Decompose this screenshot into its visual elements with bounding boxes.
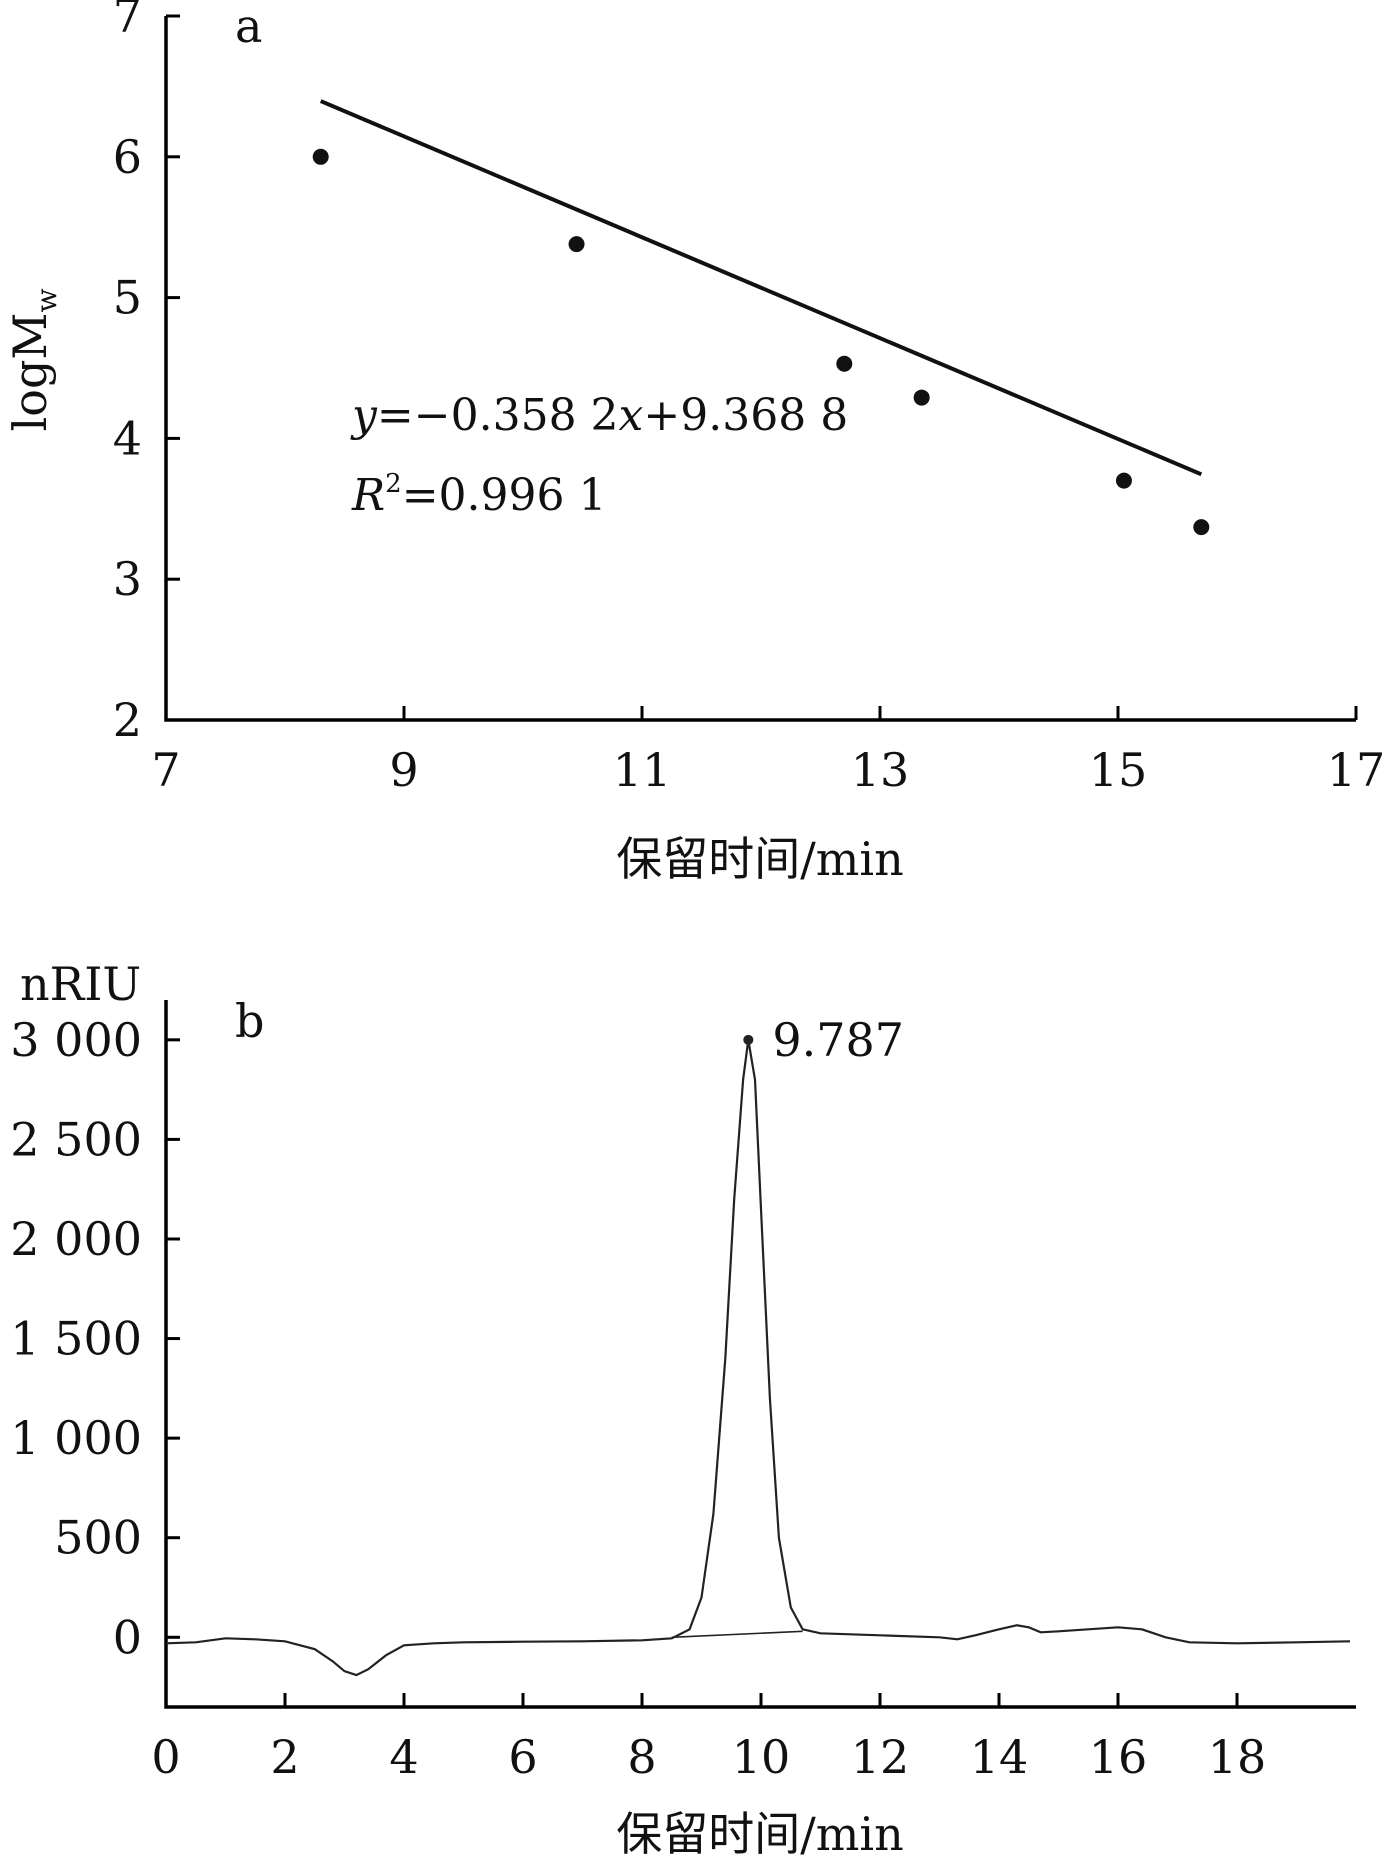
- panel-b-axis-frame: [164, 1000, 1356, 1709]
- panel-b-peak-marker: [743, 1034, 754, 1045]
- panel-a-y-tick-label: 7: [113, 0, 142, 43]
- panel-b-signal-trace: [165, 1039, 1351, 1677]
- panel-a-x-tick-label: 15: [1089, 743, 1148, 797]
- panel-b-x-tick-label: 4: [389, 1730, 418, 1784]
- panel-a-y-tick-label: 4: [113, 411, 142, 465]
- panel-a-data-point: [312, 148, 329, 165]
- panel-a-data-points: [312, 148, 1210, 536]
- panel-a-axis-frame: [164, 16, 1356, 722]
- panel-a-data-point: [568, 236, 585, 253]
- panel-a-x-tick-label: 11: [613, 743, 672, 797]
- panel-b-y-tick-label: 2 000: [10, 1212, 142, 1266]
- panel-a-y-tick-label: 2: [113, 693, 142, 747]
- panel-b-x-axis-title: 保留时间/min: [616, 1807, 903, 1857]
- panel-b-axes: [164, 1000, 1356, 1709]
- panel-a-x-axis-title: 保留时间/min: [616, 832, 903, 886]
- panel-b-unit-label: nRIU: [20, 957, 141, 1011]
- panel-a-r-squared: R2=0.996 1: [351, 469, 607, 521]
- panel-a-y-ticks: 2 3 4 5 6 7: [113, 0, 180, 747]
- panel-b-y-tick-label: 3 000: [10, 1013, 142, 1067]
- panel-a-y-tick-label: 6: [113, 130, 142, 184]
- panel-a-x-tick-label: 7: [151, 743, 180, 797]
- panel-b-peak-baseline: [671, 1630, 803, 1639]
- panel-a-data-point: [836, 355, 853, 372]
- panel-b-peak-label: 9.787: [772, 1013, 904, 1067]
- panel-b-x-tick-label: 10: [732, 1730, 791, 1784]
- panel-a-axes: [164, 16, 1356, 722]
- panel-b-x-tick-label: 6: [508, 1730, 537, 1784]
- panel-a-x-tick-label: 17: [1327, 743, 1386, 797]
- panel-b-x-tick-label: 16: [1089, 1730, 1148, 1784]
- panel-a-y-tick-label: 5: [113, 271, 142, 325]
- panel-a-fit-line: [319, 99, 1203, 477]
- panel-b-y-ticks: 0 500 1 000 1 500 2 000 2 500 3 000: [10, 1013, 180, 1664]
- panel-b-letter: b: [235, 994, 264, 1048]
- panel-a-y-tick-label: 3: [113, 552, 142, 606]
- panel-a-equation: y=−0.358 2x+9.368 8: [350, 390, 848, 441]
- panel-a-letter: a: [235, 0, 262, 53]
- panel-a-x-tick-label: 9: [389, 743, 418, 797]
- panel-a-x-tick-label: 13: [851, 743, 910, 797]
- panel-b-y-tick-label: 0: [113, 1610, 142, 1664]
- panel-b-chromatogram: 0 2 4 6 8 10 12 14 16 18 0 500 1 000 1 500 2 000 2 500…: [10, 957, 1356, 1857]
- panel-b-x-tick-label: 14: [970, 1730, 1029, 1784]
- panel-b-y-tick-label: 1 500: [10, 1312, 142, 1366]
- panel-b-x-tick-label: 12: [851, 1730, 910, 1784]
- panel-b-y-tick-label: 1 000: [10, 1411, 142, 1465]
- panel-b-x-tick-label: 0: [151, 1730, 180, 1784]
- panel-b-x-tick-label: 8: [627, 1730, 656, 1784]
- panel-a-y-axis-title: logMw: [3, 289, 63, 432]
- panel-b-x-ticks: 0 2 4 6 8 10 12 14 16 18: [151, 1693, 1266, 1784]
- panel-a-data-point: [1193, 519, 1210, 536]
- panel-b-y-tick-label: 500: [54, 1511, 142, 1565]
- panel-b-y-tick-label: 2 500: [10, 1112, 142, 1166]
- panel-b-x-tick-label: 2: [270, 1730, 299, 1784]
- panel-a-x-ticks: 7 9 11 13 15 17: [151, 706, 1385, 797]
- panel-a-data-point: [913, 389, 930, 406]
- panel-a-data-point: [1115, 472, 1132, 489]
- panel-b-x-tick-label: 18: [1208, 1730, 1267, 1784]
